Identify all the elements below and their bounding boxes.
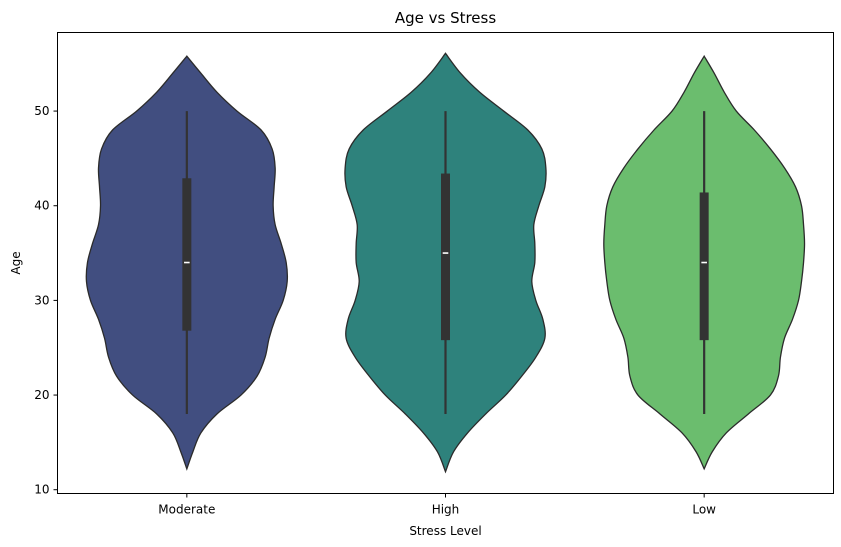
- y-tick-label: 40: [34, 199, 49, 213]
- iqr-box-high: [441, 173, 450, 341]
- x-tick-label-low: Low: [692, 503, 716, 517]
- x-tick-label-high: High: [432, 503, 460, 517]
- x-axis-label: Stress Level: [409, 524, 481, 538]
- y-tick-label: 10: [34, 483, 49, 497]
- x-tick-label-moderate: Moderate: [158, 503, 215, 517]
- violin-moderate: [85, 55, 289, 471]
- violins-layer: [85, 52, 806, 474]
- violin-high: [344, 52, 547, 474]
- x-axis: Moderate High Low: [158, 493, 716, 517]
- y-tick-label: 30: [34, 293, 49, 307]
- y-axis-label: Age: [9, 251, 23, 274]
- y-axis: 10 20 30 40 50: [34, 104, 58, 497]
- chart-title: Age vs Stress: [395, 9, 497, 27]
- iqr-box-low: [699, 192, 709, 341]
- violin-low: [603, 54, 806, 471]
- y-tick-label: 20: [34, 388, 49, 402]
- y-tick-label: 50: [34, 104, 49, 118]
- iqr-box-moderate: [182, 178, 192, 331]
